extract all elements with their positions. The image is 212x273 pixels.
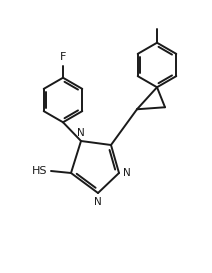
Text: HS: HS [32,166,47,176]
Text: N: N [94,197,102,207]
Text: N: N [77,128,85,138]
Text: F: F [60,52,66,62]
Text: N: N [123,168,131,178]
